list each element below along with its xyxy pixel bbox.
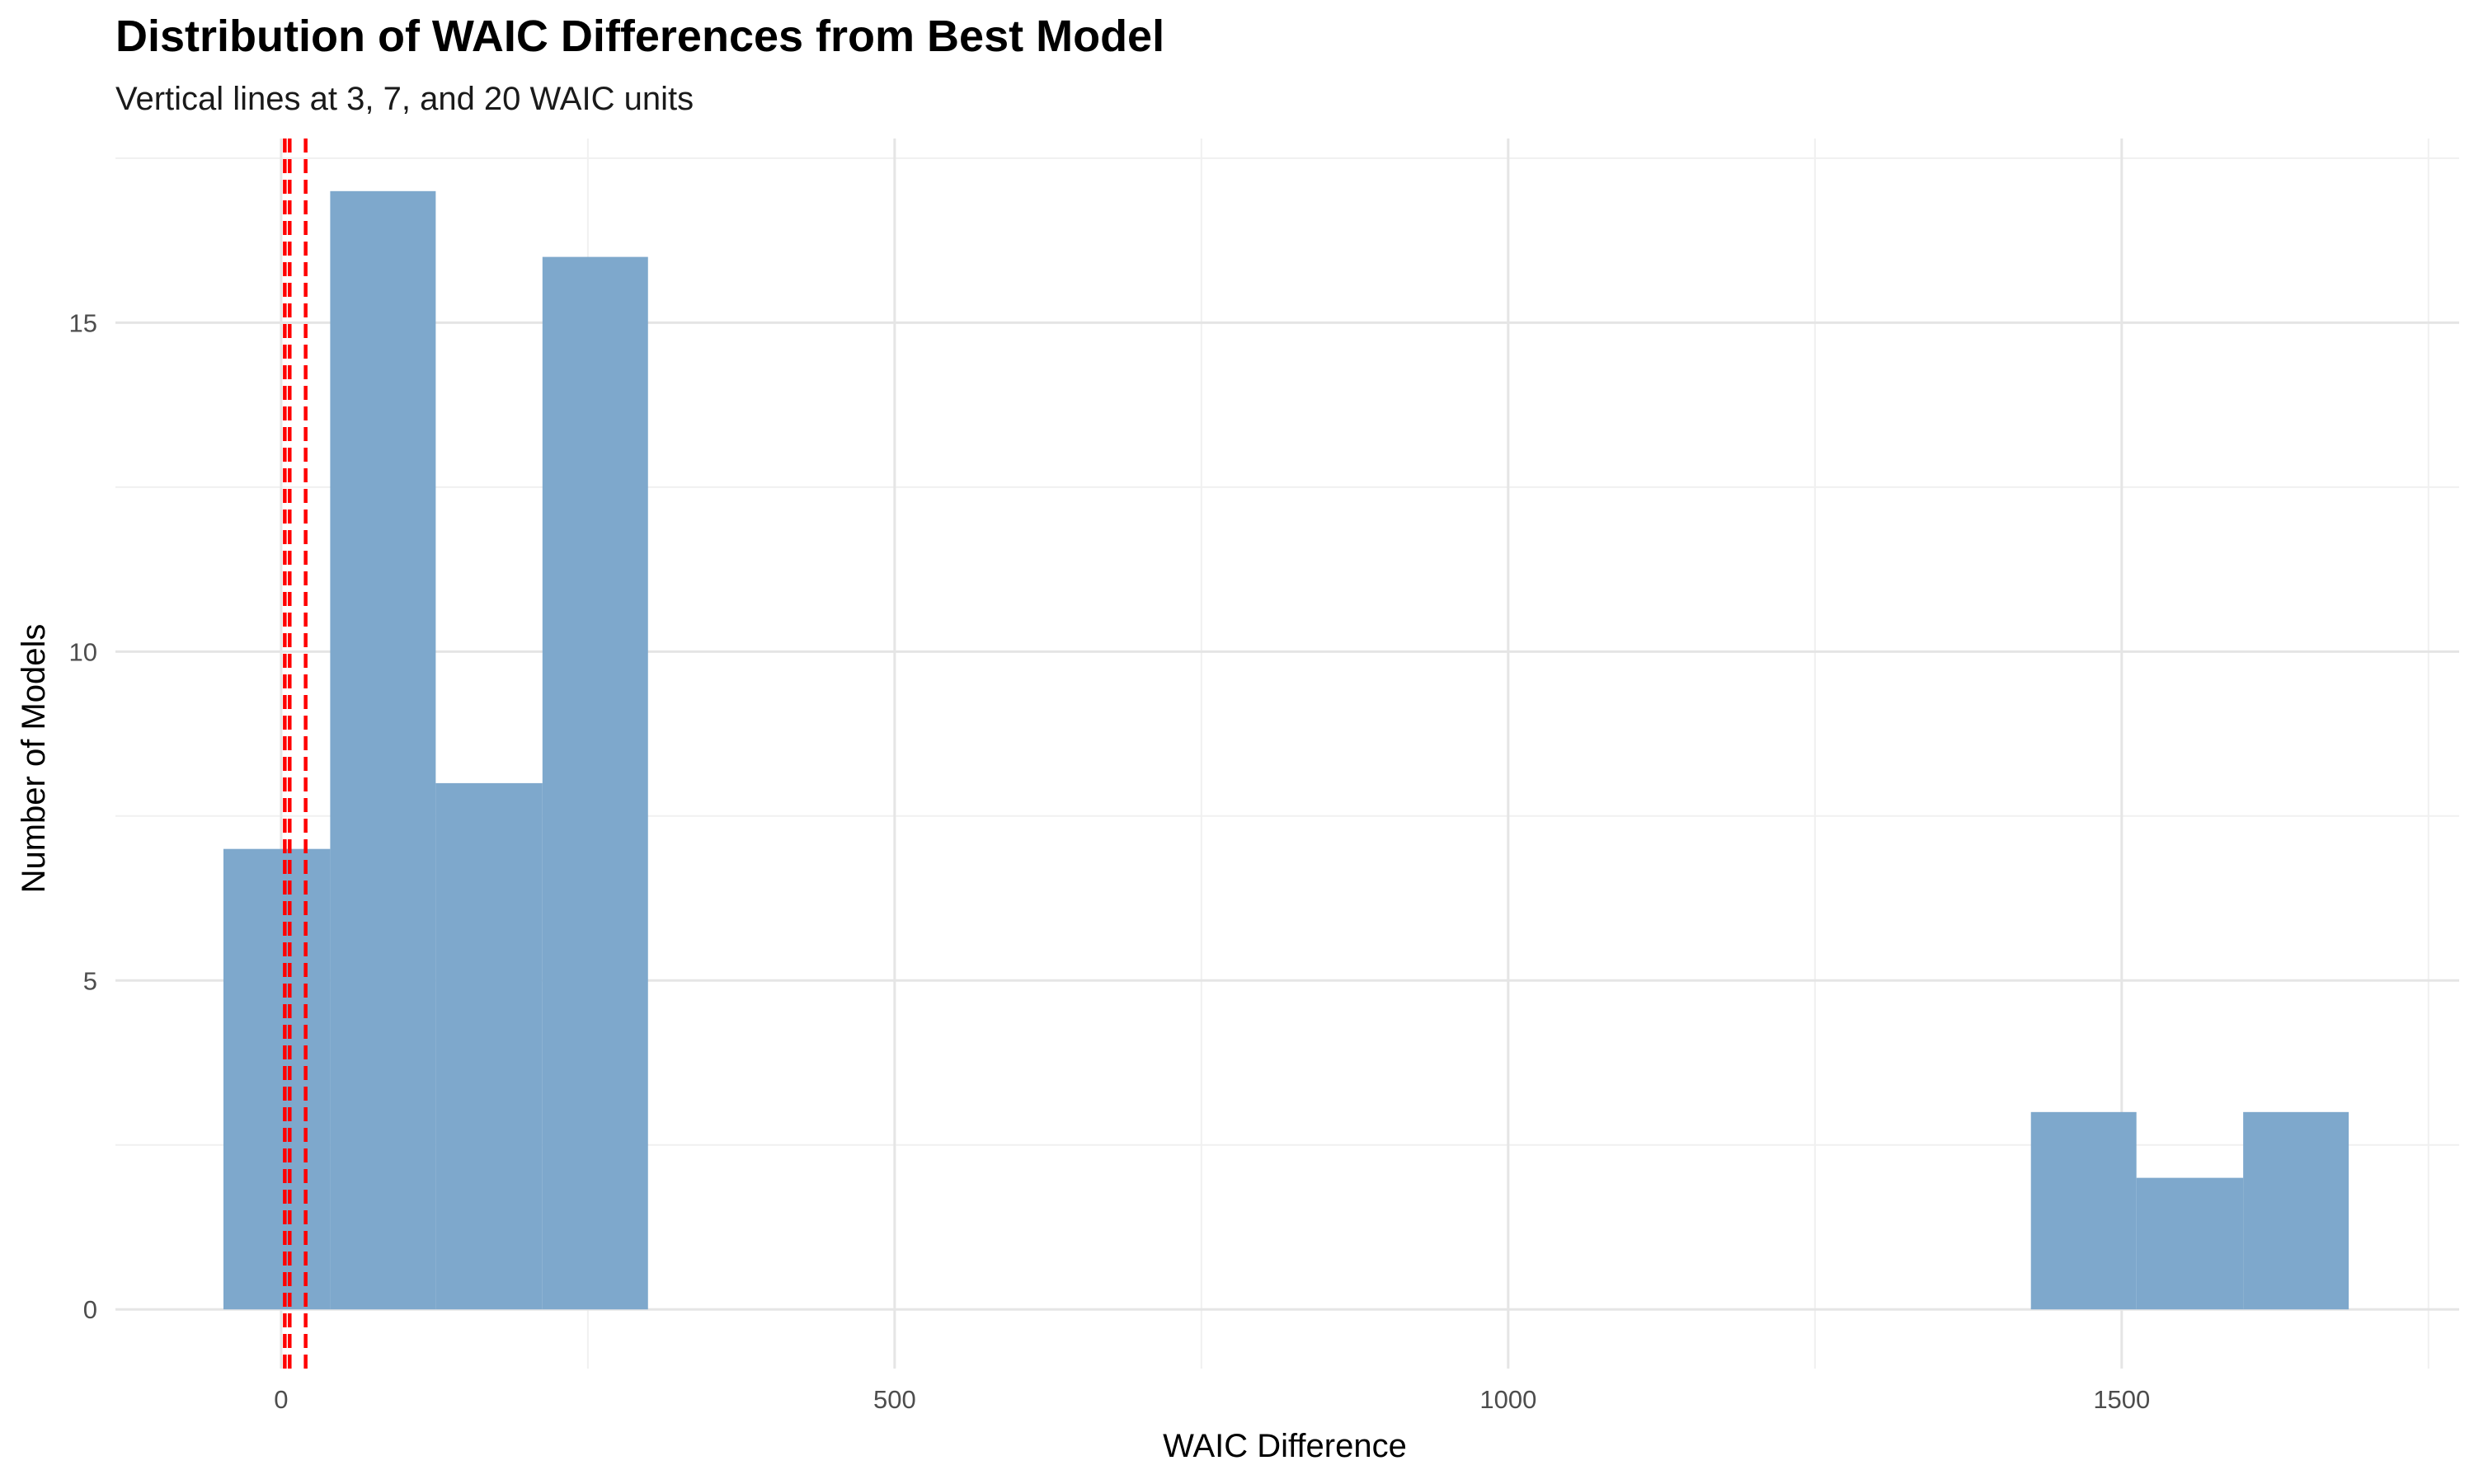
y-tick-label-15: 15 (69, 308, 97, 337)
y-tick-label-5: 5 (83, 966, 97, 995)
histogram-bar-1 (330, 190, 436, 1310)
histogram-bar-0 (223, 848, 331, 1310)
x-axis-ticks: 0 500 1000 1500 (274, 1385, 2150, 1414)
chart-title: Distribution of WAIC Differences from Be… (115, 12, 1164, 61)
histogram-bar-3 (542, 256, 648, 1310)
x-tick-label-0: 0 (274, 1385, 288, 1414)
histogram-bar-2 (435, 782, 543, 1310)
y-axis-ticks: 0 5 10 15 (69, 308, 97, 1324)
histogram-bar-6 (2243, 1111, 2349, 1310)
histogram-bar-5 (2136, 1177, 2244, 1310)
x-tick-label-1000: 1000 (1479, 1385, 1536, 1414)
y-axis-title: Number of Models (16, 624, 52, 894)
x-tick-label-1500: 1500 (2093, 1385, 2150, 1414)
x-tick-label-500: 500 (873, 1385, 916, 1414)
y-tick-label-0: 0 (83, 1295, 97, 1324)
chart-subtitle: Vertical lines at 3, 7, and 20 WAIC unit… (115, 81, 694, 117)
y-tick-label-10: 10 (69, 637, 97, 666)
bars-layer (223, 190, 2349, 1310)
x-axis-title: WAIC Difference (1163, 1428, 1407, 1464)
histogram-bar-4 (2030, 1111, 2137, 1310)
